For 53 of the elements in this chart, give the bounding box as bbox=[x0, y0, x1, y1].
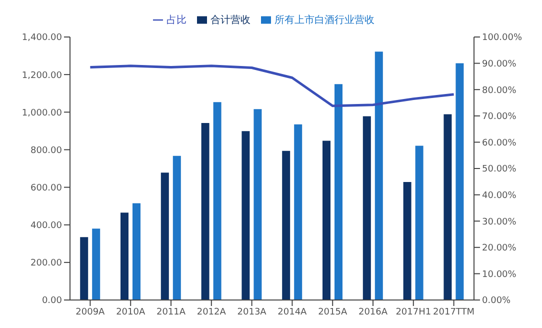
x-tick-label: 2010A bbox=[116, 307, 146, 318]
bar bbox=[334, 84, 342, 300]
bar bbox=[120, 212, 128, 300]
line-series bbox=[88, 64, 456, 108]
bar bbox=[444, 114, 452, 300]
y2-tick-label: 100.00% bbox=[482, 33, 522, 44]
y2-tick-label: 10.00% bbox=[482, 270, 517, 280]
x-tick-label: 2017TTM bbox=[433, 307, 475, 318]
y-tick-label: 0.00 bbox=[42, 296, 62, 306]
bar bbox=[415, 146, 424, 300]
bar bbox=[242, 131, 250, 300]
legend-label: 合计营收 bbox=[210, 15, 250, 26]
bar bbox=[213, 102, 222, 300]
y-tick-label: 800.00 bbox=[30, 146, 62, 156]
bar bbox=[322, 140, 330, 300]
bar bbox=[92, 228, 100, 300]
y-tick-label: 1,400.00 bbox=[22, 33, 62, 44]
y2-tick-label: 70.00% bbox=[482, 112, 517, 122]
bar bbox=[374, 52, 383, 300]
legend-label: 所有上市白酒行业营收 bbox=[274, 15, 374, 26]
bar bbox=[362, 116, 371, 300]
y2-tick-label: 50.00% bbox=[482, 164, 517, 175]
bar bbox=[80, 237, 88, 300]
x-tick-label: 2012A bbox=[196, 307, 227, 318]
y2-tick-label: 80.00% bbox=[482, 86, 517, 96]
x-tick-label: 2013A bbox=[237, 307, 268, 318]
x-tick-label: 2017H1 bbox=[396, 307, 432, 318]
legend-label: 占比 bbox=[166, 15, 186, 26]
y2-tick-label: 90.00% bbox=[482, 59, 517, 70]
bar bbox=[294, 124, 302, 300]
bar bbox=[254, 109, 262, 300]
bar bbox=[172, 156, 181, 300]
bar bbox=[132, 203, 140, 300]
y-tick-label: 400.00 bbox=[30, 221, 62, 232]
x-tick-label: 2016A bbox=[358, 307, 388, 318]
bar bbox=[403, 182, 412, 300]
y-tick-label: 600.00 bbox=[30, 183, 62, 194]
y2-tick-label: 60.00% bbox=[482, 138, 517, 148]
y-tick-label: 1,200.00 bbox=[22, 70, 62, 81]
y-tick-label: 200.00 bbox=[30, 258, 62, 269]
bar bbox=[201, 123, 210, 300]
bar bbox=[456, 63, 464, 300]
x-tick-label: 2015A bbox=[318, 307, 348, 318]
y2-tick-label: 20.00% bbox=[482, 244, 517, 254]
y-tick-label: 1,000.00 bbox=[22, 108, 62, 118]
y2-tick-label: 0.00% bbox=[482, 296, 512, 306]
bar bbox=[160, 172, 169, 300]
bar bbox=[282, 150, 290, 300]
x-tick-label: 2014A bbox=[278, 307, 308, 318]
y2-tick-label: 40.00% bbox=[482, 190, 517, 201]
x-tick-label: 2011A bbox=[156, 307, 186, 318]
x-tick-label: 2009A bbox=[76, 307, 106, 318]
y2-tick-label: 30.00% bbox=[482, 217, 517, 228]
